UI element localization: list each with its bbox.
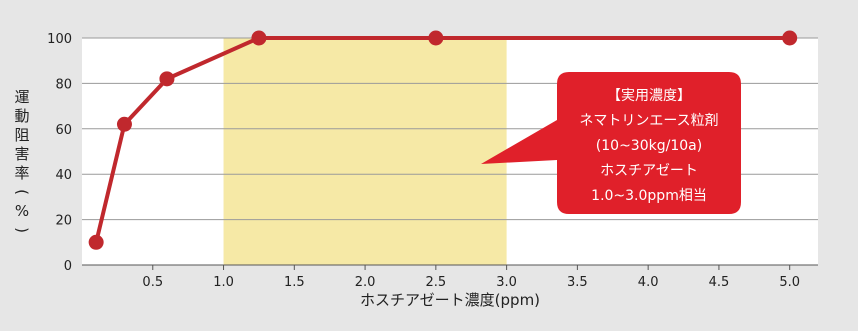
x-tick-label: 3.0 [496,275,517,290]
y-ticks: 0 20 40 60 80 100 [47,32,72,274]
annotation-line: 1.0~3.0ppm相当 [591,188,707,204]
x-tick-label: 4.5 [709,275,730,290]
data-point [116,116,132,132]
y-tick-label: 40 [55,168,72,183]
series-line [94,36,790,243]
x-tick-label: 2.5 [426,275,447,290]
annotation-line: ネマトリンエース粒剤 [579,113,718,129]
y-tick-label: 20 [55,214,72,229]
series-group [88,30,798,250]
x-tick-label: 2.0 [355,275,376,290]
annotation-callout [481,72,741,214]
data-point [782,30,798,46]
y-tick-label: 80 [55,77,72,92]
data-point [251,30,267,46]
x-ticks: 0.5 1.0 1.5 2.0 2.5 3.0 3.5 4.0 4.5 5.0 [142,265,800,290]
annotation-text: 【実用濃度】ネマトリンエース粒剤 (10~30kg/10a) ホスチアゼート 1.0~… [579,88,718,204]
y-tick-label: 60 [55,123,72,138]
x-tick-label: 3.5 [567,275,588,290]
annotation-line: ホスチアゼート [600,163,698,179]
practical-concentration-band [223,38,507,265]
annotation-line: (10~30kg/10a) [596,138,702,154]
y-tick-label: 0 [64,259,72,274]
x-tick-label: 1.5 [284,275,305,290]
data-point [428,30,444,46]
y-label-char: ( [13,189,31,195]
y-tick-label: 100 [47,32,72,47]
annotation-line: 【実用濃度】 [607,88,691,104]
y-label-char: 動 [14,107,29,125]
y-label-char: ) [13,227,31,233]
y-label-char: 害 [14,145,29,163]
y-label-char: % [15,202,29,220]
y-label-char: 阻 [14,126,29,144]
x-tick-label: 5.0 [779,275,800,290]
x-tick-label: 4.0 [638,275,659,290]
x-tick-label: 1.0 [213,275,234,290]
x-axis-label: ホスチアゼート濃度(ppm) [360,291,540,309]
data-point [159,71,175,87]
data-point [88,234,104,250]
x-tick-label: 0.5 [142,275,163,290]
y-label-char: 運 [14,88,29,106]
y-label-char: 率 [14,164,29,182]
